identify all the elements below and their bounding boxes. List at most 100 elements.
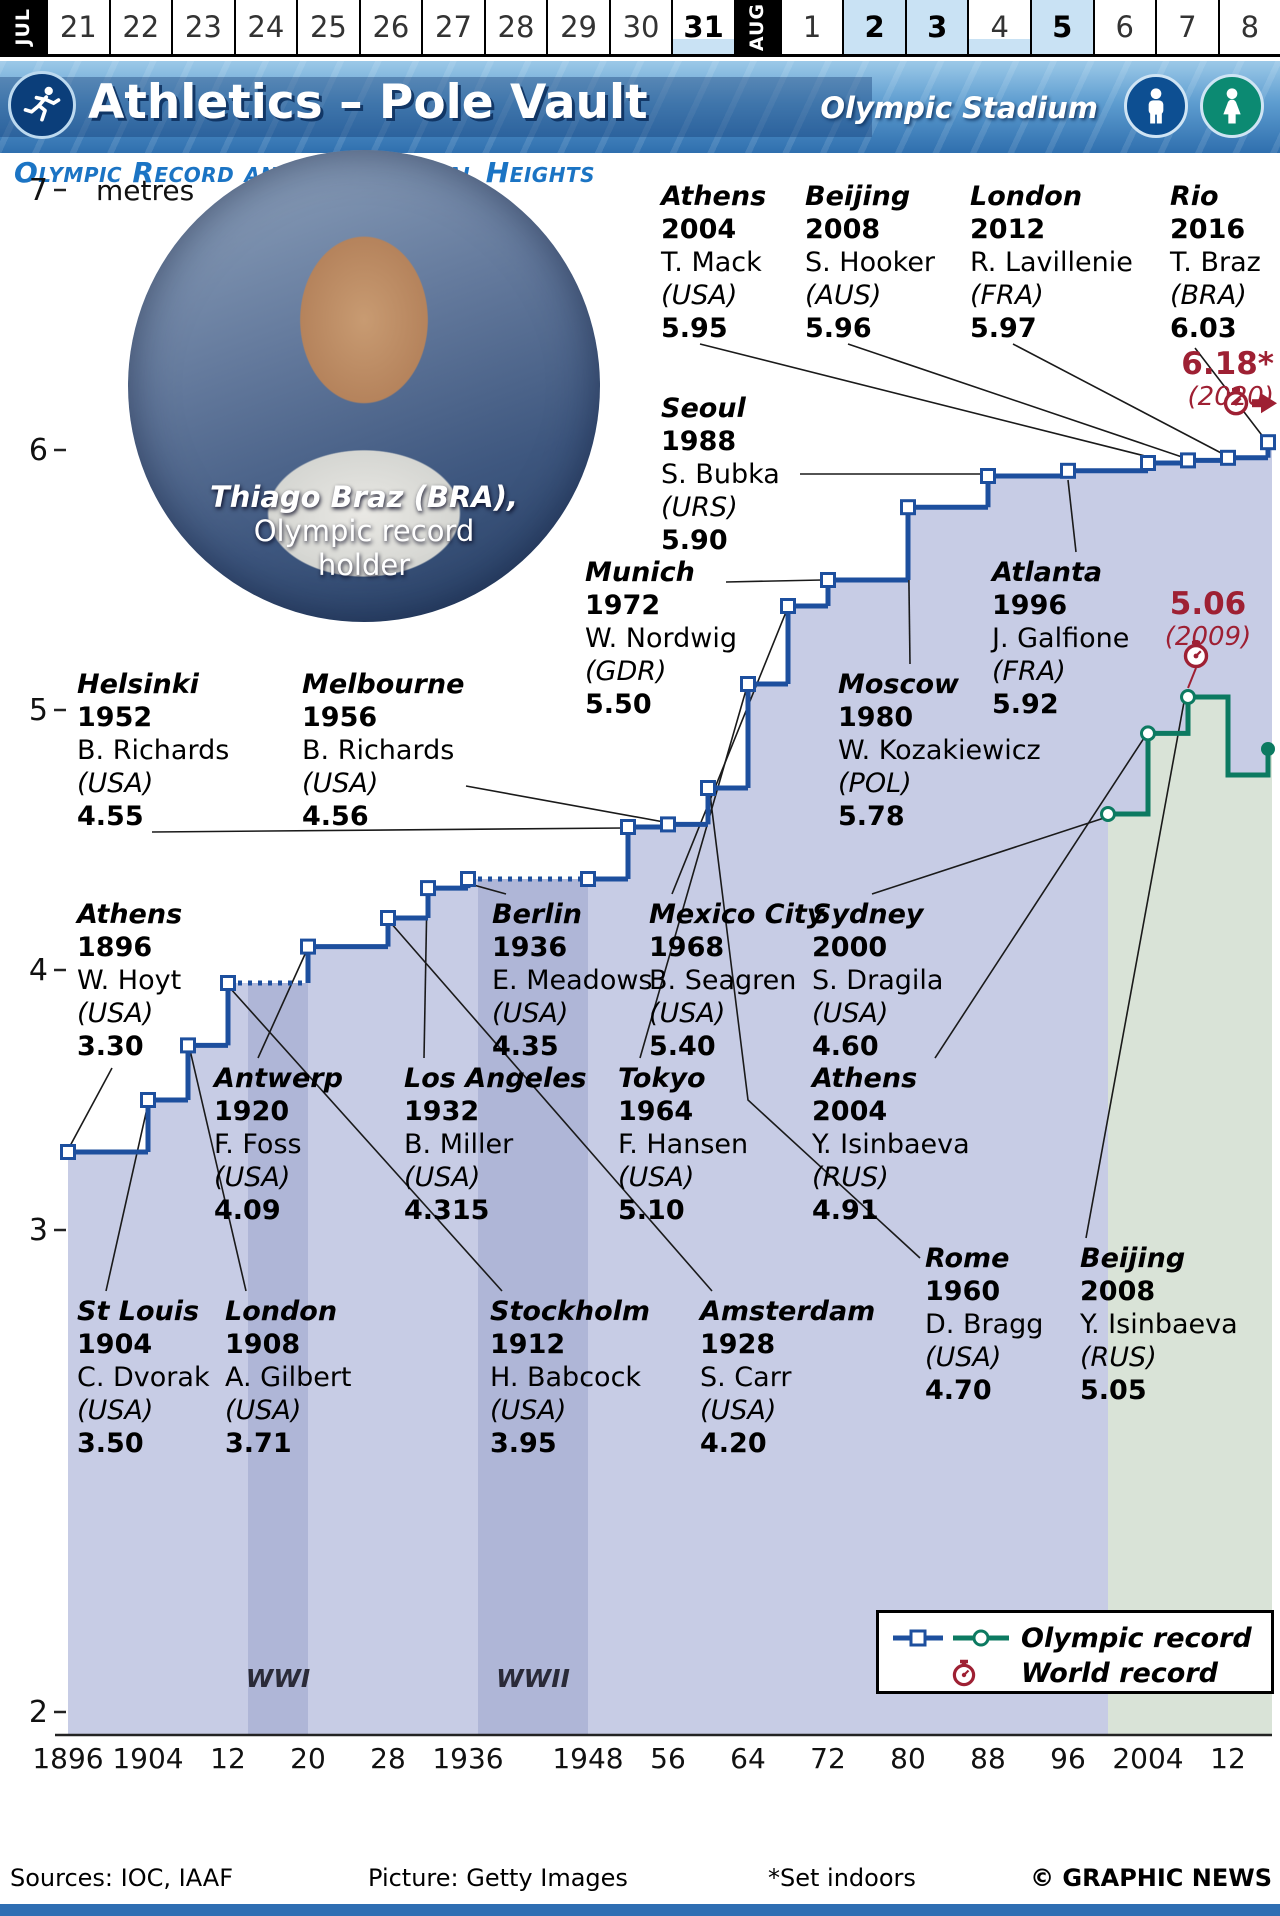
calendar-day-label: 3 [927, 10, 948, 44]
calendar-day-8: 8 [1217, 0, 1280, 54]
leader-line [934, 737, 1145, 1059]
calendar-day-2: 2 [842, 0, 905, 54]
calendar-day-28: 28 [483, 0, 547, 54]
men-record-marker [900, 499, 916, 516]
calendar-day-5: 5 [1029, 0, 1093, 54]
men-record-line-dotted [228, 876, 588, 986]
war-band [478, 879, 588, 1735]
men-record-marker [620, 819, 636, 835]
world-record-women: 5.06 (2009) [1136, 586, 1280, 652]
venue-label: Olympic Stadium [820, 91, 1098, 125]
men-record-marker [580, 871, 596, 887]
leader-line [189, 1049, 247, 1292]
men-record-fill [68, 442, 1272, 1736]
calendar-day-label: 28 [497, 10, 535, 44]
women-record-marker [1140, 725, 1156, 742]
wwi-label: WWI [245, 1664, 311, 1693]
photo-caption-name: Thiago Braz (BRA), [209, 480, 519, 514]
leader-line [847, 343, 1186, 459]
leader-line [639, 689, 747, 1059]
men-record-marker [1260, 434, 1276, 451]
world-record-women-year: (2009) [1164, 622, 1252, 652]
calendar-day-label: 31 [683, 10, 724, 44]
calendar-day-25: 25 [296, 0, 359, 54]
women-record-line [1108, 694, 1272, 817]
photo-caption-text: Olympic record holder [253, 514, 475, 582]
leader-line [257, 951, 307, 1059]
leader-line [389, 921, 713, 1292]
men-record-marker [460, 871, 476, 887]
calendar-day-26: 26 [358, 0, 422, 54]
men-record-marker [820, 572, 836, 588]
photo-caption: Thiago Braz (BRA), Olympic record holder [128, 480, 600, 582]
men-record-line [68, 439, 1272, 1155]
calendar-month-jul: JUL [0, 0, 46, 54]
calendar-day-27: 27 [421, 0, 484, 54]
leader-line [699, 343, 1146, 457]
calendar-day-29: 29 [546, 0, 609, 54]
men-record-marker [700, 780, 716, 796]
calendar-day-label: 24 [247, 10, 285, 44]
calendar-day-label: 4 [990, 10, 1009, 44]
title-band [0, 77, 872, 137]
men-record-marker [60, 1144, 76, 1160]
men-record-marker [380, 910, 396, 926]
legend-world-label: World record [1021, 1657, 1218, 1689]
leader-line [671, 611, 787, 895]
war-band [248, 983, 308, 1735]
women-record-fill [1108, 697, 1272, 1735]
calendar-day-label: 6 [1115, 10, 1134, 44]
men-record-marker [420, 880, 436, 897]
y-axis-unit: metres [96, 174, 195, 207]
female-icon [1200, 74, 1264, 138]
calendar-day-label: 27 [435, 10, 472, 44]
men-record-marker [300, 938, 316, 955]
bottom-strip [0, 1904, 1280, 1916]
footer-note: *Set indoors [768, 1864, 916, 1892]
men-record-marker [1220, 449, 1236, 466]
footer: Sources: IOC, IAAF Picture: Getty Images… [0, 1864, 1280, 1894]
world-record-men-year: (2020) [1187, 382, 1274, 412]
world-record-men-value: 6.18* [1181, 346, 1274, 382]
calendar-day-label: 7 [1178, 10, 1197, 44]
calendar-day-label: 1 [802, 10, 822, 44]
calendar-day-24: 24 [233, 0, 297, 54]
leader-line [105, 1103, 149, 1292]
leader-line [465, 785, 665, 823]
runner-icon [8, 71, 76, 139]
calendar-day-21: 21 [46, 0, 109, 54]
men-record-marker [660, 816, 676, 833]
calendar-day-3: 3 [904, 0, 968, 54]
calendar-day-label: 2 [864, 10, 885, 44]
calendar-day-31: 31 [671, 0, 734, 54]
women-end-marker [1261, 742, 1275, 756]
leader-line [725, 579, 823, 583]
olympic-record-marker-icon [893, 1626, 1021, 1650]
leader-line [423, 893, 428, 1059]
men-record-marker [220, 975, 236, 991]
calendar-day-label: 25 [309, 10, 347, 44]
calendar-day-4: 4 [967, 0, 1030, 54]
calendar-day-label: 29 [560, 10, 597, 44]
leader-line [871, 817, 1105, 895]
leader-line [1012, 343, 1226, 456]
stopwatch-icon [1183, 640, 1209, 669]
legend-row-world: World record [893, 1657, 1271, 1689]
leader-line [1067, 479, 1077, 553]
footer-credit: © GRAPHIC NEWS [1030, 1864, 1272, 1892]
calendar-day-23: 23 [171, 0, 234, 54]
leader-line [709, 793, 921, 1259]
wwii-label: WWII [496, 1664, 570, 1693]
calendar-day-7: 7 [1155, 0, 1218, 54]
stopwatch-icon [1223, 387, 1249, 416]
men-record-marker [140, 1092, 156, 1108]
calendar-day-6: 6 [1092, 0, 1156, 54]
women-record-marker [1100, 806, 1116, 822]
title-bar: Athletics – Pole Vault Olympic Stadium [0, 61, 1280, 153]
leader-line [1085, 701, 1185, 1239]
page-title: Athletics – Pole Vault [88, 75, 648, 130]
stopwatch-icon [893, 1658, 1021, 1688]
arrow-right-icon [1252, 399, 1261, 408]
legend-box: Olympic record World record [876, 1610, 1274, 1694]
